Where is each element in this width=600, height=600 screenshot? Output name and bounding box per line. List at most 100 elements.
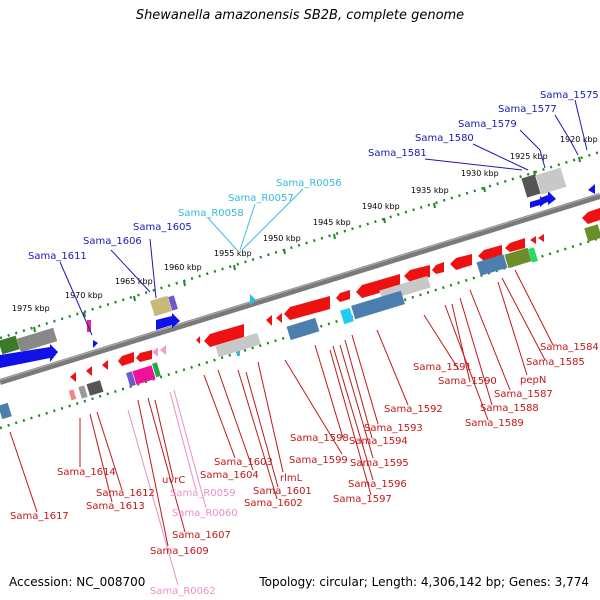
gene-box[interactable] bbox=[351, 290, 405, 320]
gene-label-sama-1588[interactable]: Sama_1588 bbox=[480, 403, 539, 414]
gene-arrow[interactable] bbox=[93, 340, 98, 348]
gene-label-sama-1599[interactable]: Sama_1599 bbox=[289, 455, 348, 466]
gene-label-sama-1580[interactable]: Sama_1580 bbox=[415, 133, 474, 144]
gene-label-sama-1581[interactable]: Sama_1581 bbox=[368, 148, 427, 159]
gene-box[interactable] bbox=[150, 295, 172, 317]
gene-arrow[interactable] bbox=[70, 372, 76, 382]
gene-arrow[interactable] bbox=[204, 324, 244, 347]
gene-arrow[interactable] bbox=[266, 315, 272, 326]
gene-arrow[interactable] bbox=[0, 344, 58, 368]
rna-feature[interactable] bbox=[87, 320, 91, 332]
gene-arrow[interactable] bbox=[136, 350, 152, 362]
gene-arrow[interactable] bbox=[505, 238, 525, 252]
gene-label-sama-1609[interactable]: Sama_1609 bbox=[150, 546, 209, 557]
gene-label-sama-r0062[interactable]: Sama_R0062 bbox=[150, 586, 216, 597]
gene-box[interactable] bbox=[528, 247, 538, 263]
gene-label-sama-1612[interactable]: Sama_1612 bbox=[96, 488, 155, 499]
gene-label-sama-1594[interactable]: Sama_1594 bbox=[349, 436, 408, 447]
gene-box[interactable] bbox=[476, 254, 508, 276]
gene-arrow[interactable] bbox=[276, 313, 282, 323]
rna-feature[interactable] bbox=[237, 350, 240, 356]
gene-label-sama-1596[interactable]: Sama_1596 bbox=[348, 479, 407, 490]
gene-arrow[interactable] bbox=[356, 274, 400, 298]
gene-label-sama-1603[interactable]: Sama_1603 bbox=[214, 457, 273, 468]
gene-box[interactable] bbox=[0, 335, 20, 355]
gene-label-sama-1606[interactable]: Sama_1606 bbox=[83, 236, 142, 247]
gene-label-sama-1592[interactable]: Sama_1592 bbox=[384, 404, 443, 415]
gene-arrow[interactable] bbox=[284, 296, 330, 320]
gene-arrow[interactable] bbox=[582, 208, 600, 224]
upper-strand-features[interactable] bbox=[0, 167, 595, 368]
gene-arrow[interactable] bbox=[118, 352, 134, 366]
tick-label-1955: 1955 kbp bbox=[214, 249, 252, 258]
gene-arrow[interactable] bbox=[196, 336, 200, 344]
gene-label-sama-1613[interactable]: Sama_1613 bbox=[86, 501, 145, 512]
gene-label-sama-1593[interactable]: Sama_1593 bbox=[364, 423, 423, 434]
gene-label-sama-1597[interactable]: Sama_1597 bbox=[333, 494, 392, 505]
gene-label-pepn[interactable]: pepN bbox=[520, 375, 546, 386]
gene-label-sama-1607[interactable]: Sama_1607 bbox=[172, 530, 231, 541]
rna-arrow[interactable] bbox=[160, 345, 166, 355]
tick-label-1920: 1920 kbp bbox=[560, 135, 598, 144]
gene-label-sama-1602[interactable]: Sama_1602 bbox=[244, 498, 303, 509]
gene-box[interactable] bbox=[0, 402, 12, 420]
gene-label-uvrc[interactable]: uvrC bbox=[162, 475, 185, 486]
gene-label-sama-r0058[interactable]: Sama_R0058 bbox=[178, 208, 244, 219]
gene-label-sama-1589[interactable]: Sama_1589 bbox=[465, 418, 524, 429]
gene-label-sama-r0059[interactable]: Sama_R0059 bbox=[170, 488, 236, 499]
gene-box[interactable] bbox=[535, 167, 567, 195]
gene-arrow[interactable] bbox=[530, 196, 546, 208]
gene-label-sama-r0060[interactable]: Sama_R0060 bbox=[172, 508, 238, 519]
gene-label-sama-1611[interactable]: Sama_1611 bbox=[28, 251, 87, 262]
gene-arrow[interactable] bbox=[156, 313, 180, 330]
gene-arrow[interactable] bbox=[432, 262, 444, 274]
gene-box[interactable] bbox=[521, 174, 541, 198]
genome-backbone-highlight bbox=[0, 193, 600, 381]
gene-label-sama-1575[interactable]: Sama_1575 bbox=[540, 90, 599, 101]
gene-arrow[interactable] bbox=[588, 184, 595, 194]
gene-label-sama-1590[interactable]: Sama_1590 bbox=[438, 376, 497, 387]
gene-label-sama-r0057[interactable]: Sama_R0057 bbox=[228, 193, 294, 204]
gene-box[interactable] bbox=[68, 389, 77, 401]
gene-box[interactable] bbox=[340, 307, 354, 325]
gene-arrow[interactable] bbox=[336, 290, 350, 302]
gene-label-sama-1579[interactable]: Sama_1579 bbox=[458, 119, 517, 130]
tick-label-1965: 1965 kbp bbox=[115, 277, 153, 286]
gene-label-sama-1585[interactable]: Sama_1585 bbox=[526, 357, 585, 368]
lower-strand-features[interactable] bbox=[0, 208, 600, 420]
gene-box[interactable] bbox=[215, 332, 261, 358]
gene-box[interactable] bbox=[286, 317, 320, 341]
gene-label-sama-1577[interactable]: Sama_1577 bbox=[498, 104, 557, 115]
gene-arrow[interactable] bbox=[450, 254, 472, 270]
rna-arrow[interactable] bbox=[152, 347, 158, 357]
gene-box[interactable] bbox=[126, 371, 136, 387]
rna-feature[interactable] bbox=[250, 294, 256, 306]
gene-arrow[interactable] bbox=[86, 366, 92, 376]
gene-box[interactable] bbox=[132, 365, 156, 385]
gene-arrow[interactable] bbox=[102, 360, 108, 370]
gene-box[interactable] bbox=[504, 247, 532, 269]
gene-label-rlml[interactable]: rlmL bbox=[280, 473, 303, 484]
gene-label-sama-r0056[interactable]: Sama_R0056 bbox=[276, 178, 342, 189]
gene-label-sama-1605[interactable]: Sama_1605 bbox=[133, 222, 192, 233]
gene-box[interactable] bbox=[16, 327, 58, 353]
gene-label-sama-1591[interactable]: Sama_1591 bbox=[413, 362, 472, 373]
gene-box[interactable] bbox=[78, 385, 88, 399]
gene-label-sama-1617[interactable]: Sama_1617 bbox=[10, 511, 69, 522]
gene-label-sama-1601[interactable]: Sama_1601 bbox=[253, 486, 312, 497]
gene-label-sama-1587[interactable]: Sama_1587 bbox=[494, 389, 553, 400]
upper-leader-lines bbox=[59, 99, 588, 336]
gene-label-sama-1595[interactable]: Sama_1595 bbox=[350, 458, 409, 469]
gene-box[interactable] bbox=[168, 295, 178, 311]
gene-box[interactable] bbox=[584, 224, 600, 242]
gene-box[interactable] bbox=[86, 380, 104, 396]
gene-label-sama-1614[interactable]: Sama_1614 bbox=[57, 467, 116, 478]
gene-box[interactable] bbox=[152, 362, 161, 378]
gene-label-sama-1604[interactable]: Sama_1604 bbox=[200, 470, 259, 481]
gene-label-sama-1598[interactable]: Sama_1598 bbox=[290, 433, 349, 444]
gene-label-sama-1584[interactable]: Sama_1584 bbox=[540, 342, 599, 353]
gene-arrow[interactable] bbox=[538, 234, 544, 242]
tick-label-1960: 1960 kbp bbox=[164, 263, 202, 272]
gene-arrow[interactable] bbox=[530, 236, 536, 244]
